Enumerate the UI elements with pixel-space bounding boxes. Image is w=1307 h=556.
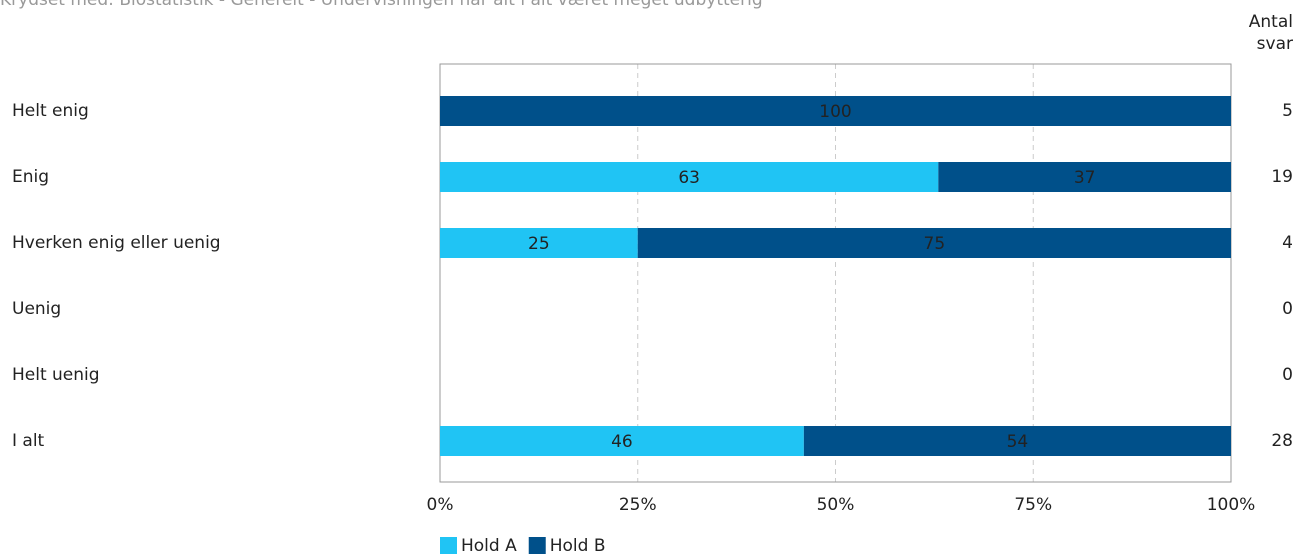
y-tick-label: Helt uenig	[12, 365, 100, 385]
y-tick-label: Helt enig	[12, 101, 89, 121]
data-label: 100	[819, 102, 851, 122]
legend-label: Hold A	[461, 536, 517, 556]
bar	[440, 96, 1231, 126]
data-label: 54	[1007, 432, 1029, 452]
count-label: 5	[1282, 101, 1293, 121]
count-label: 4	[1282, 233, 1293, 253]
bar	[440, 162, 939, 192]
y-tick-label: Uenig	[12, 299, 61, 319]
x-tick-label: 25%	[619, 495, 657, 515]
data-label: 75	[924, 234, 946, 254]
bar	[637, 228, 1231, 258]
legend-swatch	[440, 537, 457, 554]
count-header: Antal	[1249, 12, 1293, 32]
legend-label: Hold B	[550, 536, 606, 556]
bar	[803, 426, 1231, 456]
count-label: 19	[1271, 167, 1293, 187]
count-label: 0	[1282, 365, 1293, 385]
count-header: svar	[1257, 34, 1293, 54]
x-tick-label: 0%	[427, 495, 454, 515]
bar	[938, 162, 1231, 192]
x-tick-label: 50%	[817, 495, 855, 515]
x-tick-label: 75%	[1014, 495, 1052, 515]
plot-border	[439, 63, 1232, 483]
data-label: 25	[528, 234, 550, 254]
chart-title: Krydset med: Biostatistik - Generelt - U…	[0, 0, 763, 10]
bar	[440, 228, 638, 258]
data-label: 37	[1074, 168, 1096, 188]
count-label: 0	[1282, 299, 1293, 319]
legend-swatch	[528, 537, 546, 554]
x-tick-label: 100%	[1207, 495, 1256, 515]
bar	[440, 426, 804, 456]
data-label: 63	[678, 168, 700, 188]
y-tick-label: Hverken enig eller uenig	[12, 233, 221, 253]
data-label: 46	[611, 432, 633, 452]
y-tick-label: I alt	[12, 431, 45, 451]
count-label: 28	[1271, 431, 1293, 451]
y-tick-label: Enig	[12, 167, 49, 187]
